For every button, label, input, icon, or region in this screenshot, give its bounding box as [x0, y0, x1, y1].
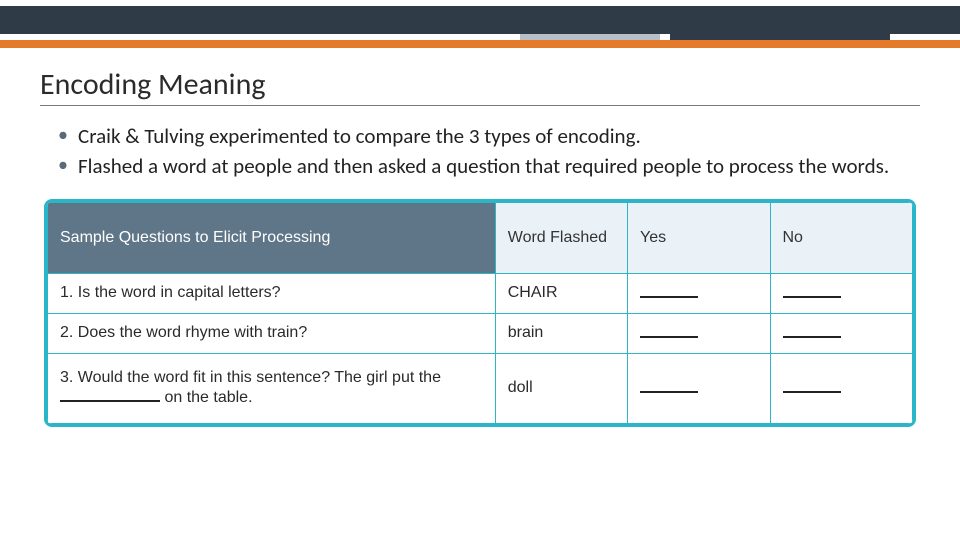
word-cell: CHAIR: [495, 273, 627, 313]
blank-line: [783, 283, 841, 298]
yes-cell: [628, 313, 770, 353]
table-row: 1. Is the word in capital letters? CHAIR: [48, 273, 913, 313]
no-cell: [770, 273, 913, 313]
questions-table: Sample Questions to Elicit Processing Wo…: [47, 202, 913, 424]
questions-table-figure: Sample Questions to Elicit Processing Wo…: [44, 199, 916, 427]
row-number: 3.: [60, 369, 73, 386]
col-header-yes: Yes: [628, 202, 770, 273]
slide-header-decoration: [0, 0, 960, 52]
blank-line: [783, 378, 841, 393]
question-cell: 3. Would the word fit in this sentence? …: [48, 353, 496, 423]
blank-line: [640, 378, 698, 393]
blank-line: [640, 283, 698, 298]
sentence-blank: [60, 387, 160, 402]
col-header-questions: Sample Questions to Elicit Processing: [48, 202, 496, 273]
bullet-item: Flashed a word at people and then asked …: [64, 152, 920, 180]
table-row: 3. Would the word fit in this sentence? …: [48, 353, 913, 423]
blank-line: [640, 323, 698, 338]
col-header-word: Word Flashed: [495, 202, 627, 273]
yes-cell: [628, 273, 770, 313]
col-header-no: No: [770, 202, 913, 273]
row-number: 1.: [60, 284, 73, 301]
word-cell: doll: [495, 353, 627, 423]
word-cell: brain: [495, 313, 627, 353]
question-cell: 1. Is the word in capital letters?: [48, 273, 496, 313]
question-cell: 2. Does the word rhyme with train?: [48, 313, 496, 353]
no-cell: [770, 353, 913, 423]
no-cell: [770, 313, 913, 353]
question-text: Is the word in capital letters?: [78, 284, 281, 301]
bullet-list: Craik & Tulving experimented to compare …: [46, 122, 920, 181]
blank-line: [783, 323, 841, 338]
slide-title: Encoding Meaning: [40, 66, 920, 103]
bullet-item: Craik & Tulving experimented to compare …: [64, 122, 920, 150]
yes-cell: [628, 353, 770, 423]
question-text-pre: Would the word fit in this sentence? The…: [78, 369, 441, 386]
question-text-post: on the table.: [160, 389, 253, 406]
table-row: 2. Does the word rhyme with train? brain: [48, 313, 913, 353]
question-text: Does the word rhyme with train?: [78, 324, 307, 341]
title-underline: [40, 105, 920, 106]
row-number: 2.: [60, 324, 73, 341]
